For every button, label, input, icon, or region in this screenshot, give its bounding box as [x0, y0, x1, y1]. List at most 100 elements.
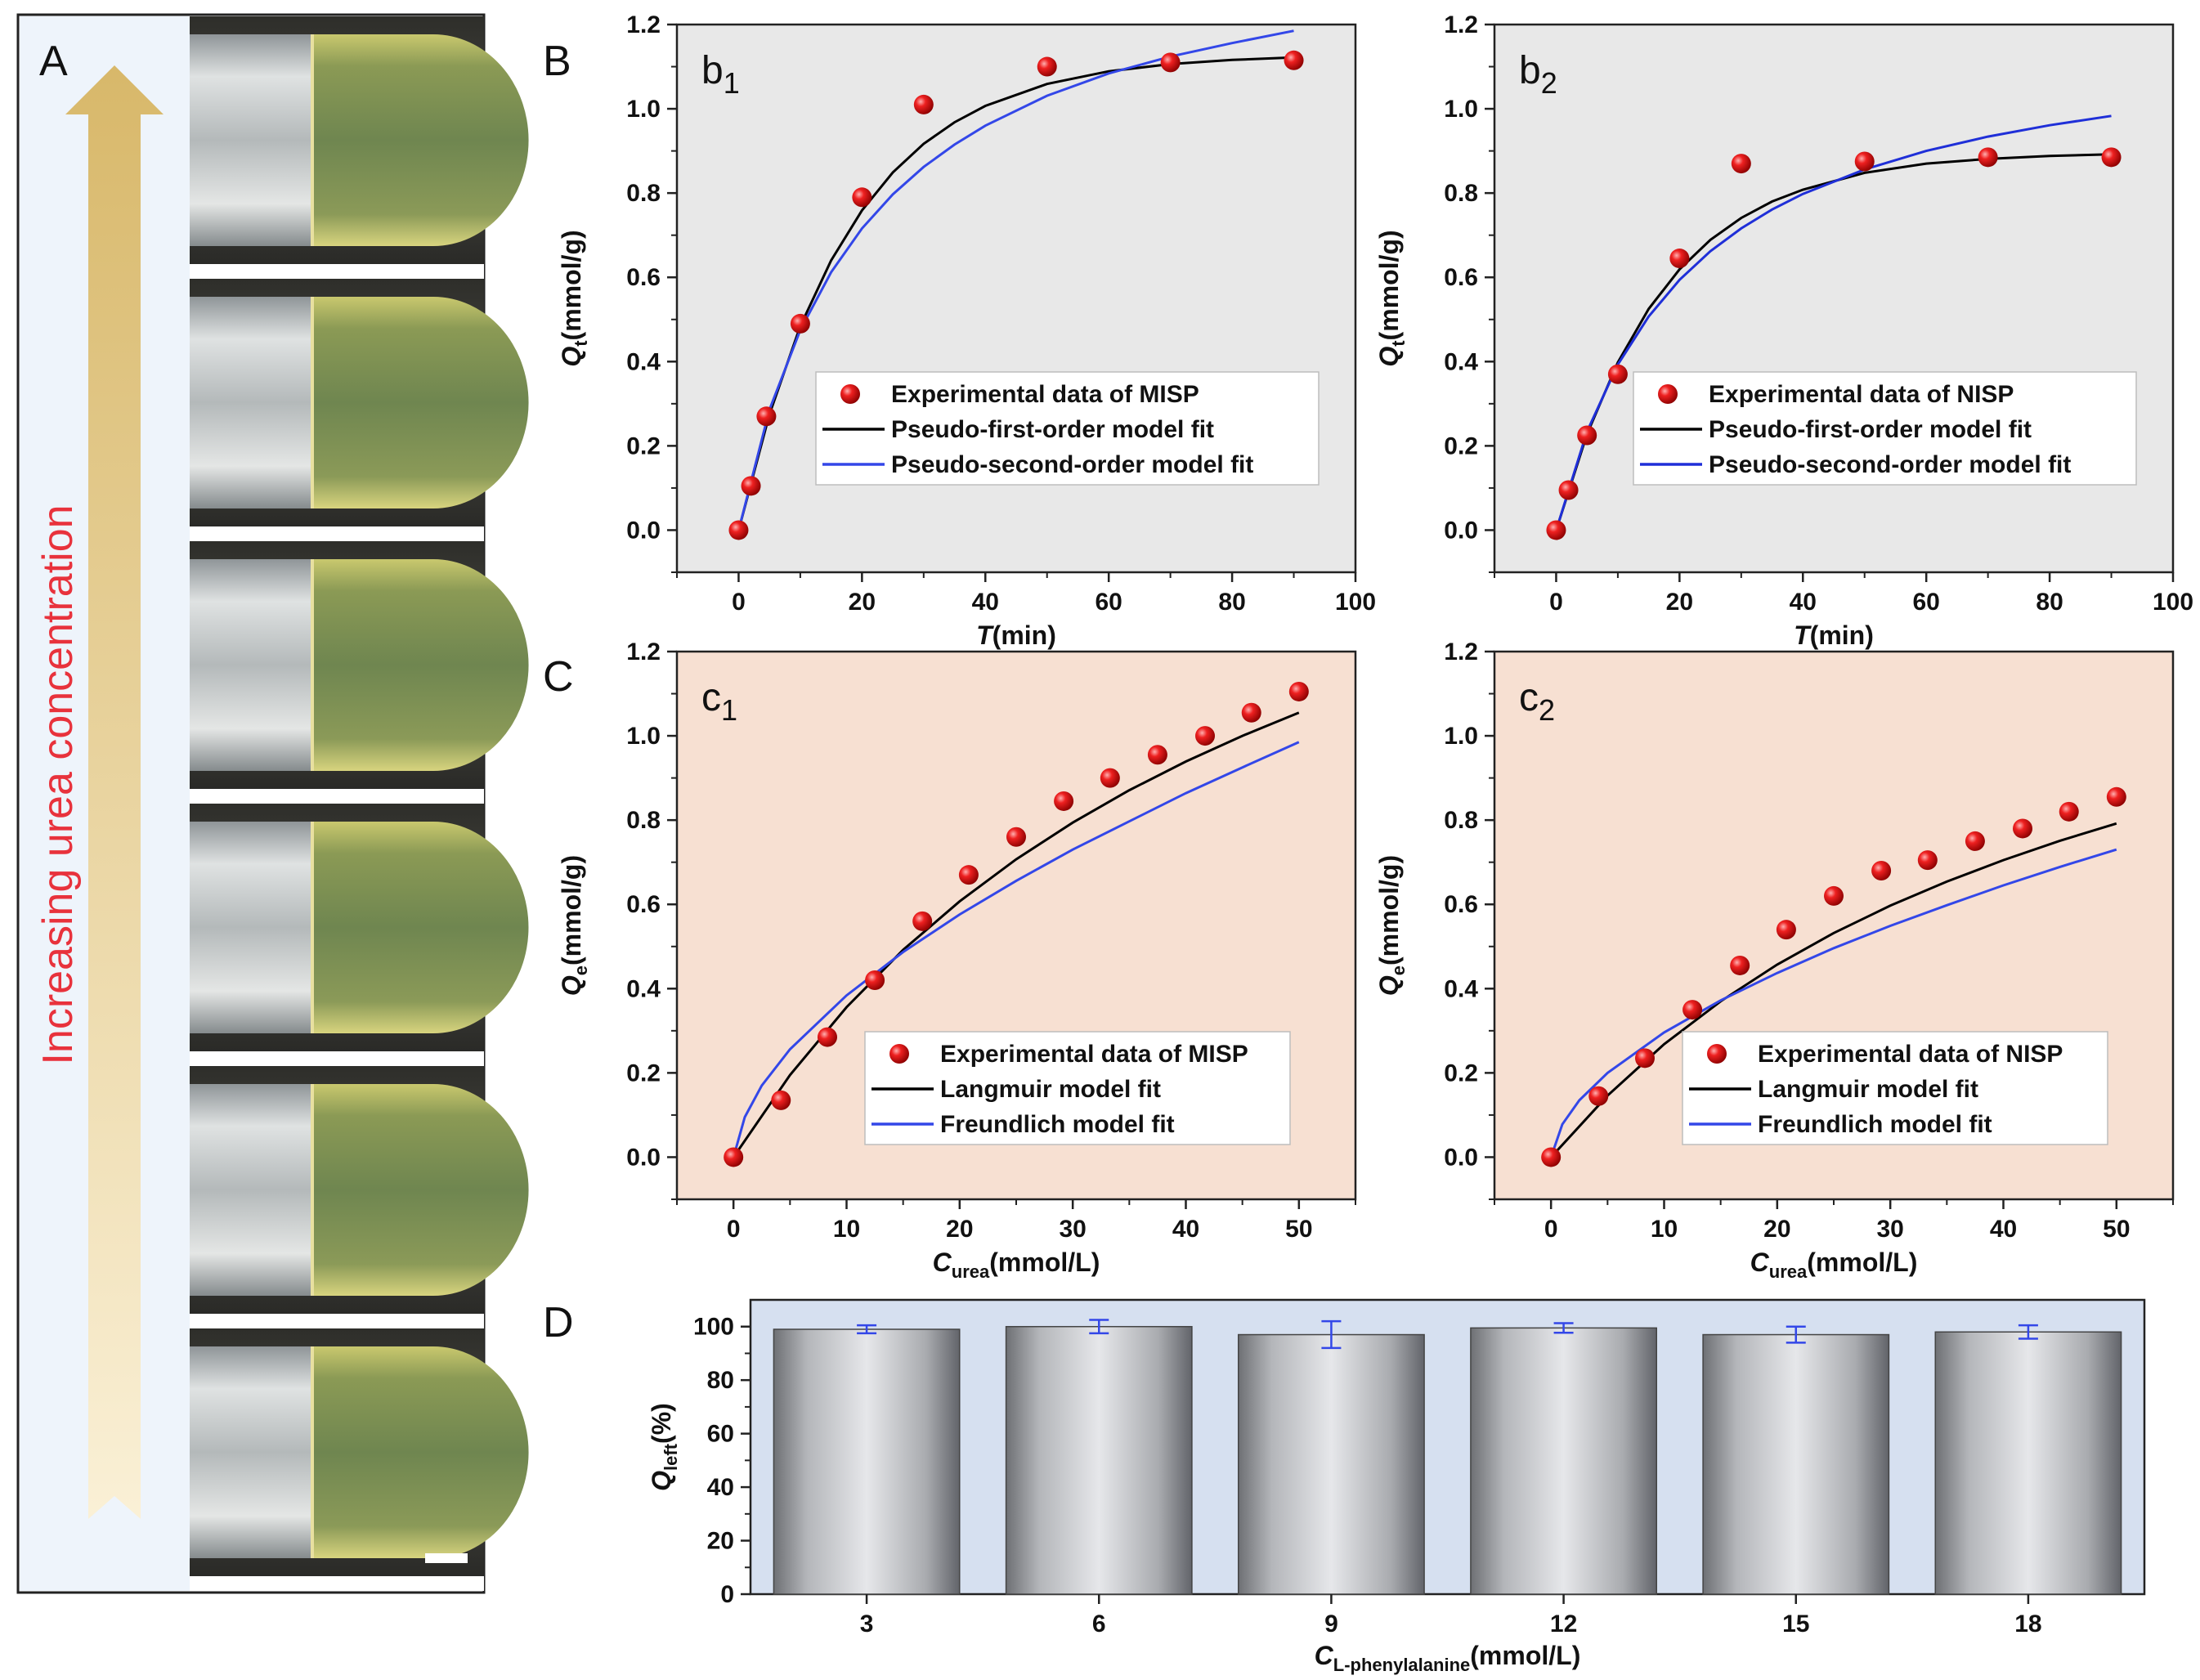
data-point	[790, 313, 810, 334]
data-point	[1854, 151, 1875, 172]
series-line-1	[737, 56, 1294, 531]
data-point	[852, 187, 872, 208]
y-tick-label: 0.0	[1444, 1144, 1478, 1171]
x-axis-label: Curea(mmol/L)	[933, 1248, 1100, 1282]
plot-area	[675, 23, 1357, 574]
tube-gel	[312, 822, 529, 1033]
y-tick-label: 0.8	[626, 180, 661, 207]
bar	[1702, 1333, 1890, 1595]
y-axis-label: Qleft(%)	[647, 1403, 681, 1491]
y-tick-label: 1.0	[626, 96, 661, 123]
x-tick-label: 30	[1059, 1216, 1086, 1243]
tube-photo	[190, 279, 529, 541]
legend-entry: Pseudo-first-order model fit	[1709, 416, 2032, 443]
series-line-2	[732, 741, 1300, 1158]
data-point	[1288, 681, 1309, 701]
panel-d-label: D	[543, 1299, 574, 1346]
x-tick-label: 30	[1876, 1216, 1903, 1243]
y-tick-label: 0.4	[1444, 348, 1478, 375]
panel-c-label: C	[543, 653, 574, 701]
x-tick-label: 0	[1544, 1216, 1558, 1243]
data-point	[817, 1027, 837, 1047]
data-point	[1160, 52, 1181, 73]
tube-photo-gap	[190, 264, 484, 279]
data-point	[958, 865, 979, 885]
tube-photo-gap	[190, 1051, 484, 1066]
x-tick-label: 60	[1912, 589, 1939, 616]
y-axis-label: Qe(mmol/g)	[1374, 855, 1409, 996]
x-tick-label: 100	[1335, 589, 1376, 616]
legend-marker	[889, 1044, 909, 1064]
x-tick-label: 80	[1218, 589, 1245, 616]
subpanel-label: c2	[1519, 676, 1555, 727]
y-tick-label: 1.0	[626, 723, 661, 750]
y-tick-label: 0.4	[626, 975, 661, 1002]
y-tick-label: 40	[707, 1474, 734, 1501]
data-point	[1147, 745, 1167, 765]
up-arrow-icon	[65, 65, 164, 1519]
data-point	[1588, 1086, 1609, 1106]
tube-photo	[190, 1328, 529, 1591]
photo-strip	[190, 16, 529, 1591]
y-tick-label: 60	[707, 1421, 734, 1448]
x-tick-label: 20	[946, 1216, 973, 1243]
y-tick-label: 20	[707, 1528, 734, 1555]
legend-entry: Freundlich model fit	[1758, 1111, 1992, 1138]
data-point	[1558, 480, 1579, 500]
y-tick-label: 0	[720, 1581, 734, 1608]
data-point	[1682, 1000, 1703, 1020]
legend-entry: Pseudo-second-order model fit	[891, 451, 1253, 478]
y-axis-label: Qt(mmol/g)	[1374, 230, 1409, 366]
data-point	[1669, 249, 1690, 269]
y-tick-label: 1.0	[1444, 723, 1478, 750]
x-tick-label: 50	[1285, 1216, 1312, 1243]
legend-entry: Pseudo-second-order model fit	[1709, 451, 2071, 478]
legend-marker	[1658, 384, 1678, 404]
legend-marker	[1707, 1044, 1727, 1064]
data-point	[1546, 520, 1566, 540]
x-axis-label: Curea(mmol/L)	[1750, 1248, 1918, 1282]
bar	[1005, 1325, 1193, 1595]
x-tick-label: 20	[1763, 1216, 1790, 1243]
y-tick-label: 0.2	[1444, 1060, 1478, 1086]
y-tick-label: 100	[693, 1314, 734, 1341]
tube-glass	[190, 1084, 312, 1296]
data-point	[1917, 850, 1938, 871]
y-tick-label: 0.8	[1444, 180, 1478, 207]
tube-photo-gap	[190, 526, 484, 541]
legend-entry: Langmuir model fit	[1758, 1076, 1978, 1103]
chart-b2: 0 20 40 60 80 100 0.0 0.2 0.4 0.6 0.8 1.0 1.2 T(min) Q…	[1374, 11, 2193, 650]
x-tick-label: 80	[2036, 589, 2063, 616]
y-tick-label: 0.6	[1444, 264, 1478, 291]
bar	[773, 1328, 961, 1595]
x-axis-label: CL-phenylalanine(mmol/L)	[1315, 1641, 1581, 1675]
y-tick-label: 0.8	[1444, 807, 1478, 834]
data-point	[756, 406, 777, 427]
y-tick-label: 1.0	[1444, 96, 1478, 123]
data-point	[1965, 831, 1985, 851]
data-point	[1824, 885, 1844, 906]
tube-photo	[190, 1066, 529, 1328]
subpanel-label: b2	[1519, 49, 1557, 100]
tube-gel	[312, 1084, 529, 1296]
y-tick-label: 80	[707, 1367, 734, 1394]
bar	[1470, 1327, 1657, 1595]
x-tick-label: 12	[1550, 1611, 1577, 1637]
data-point	[1871, 861, 1892, 880]
y-axis-label: Qt(mmol/g)	[557, 230, 591, 366]
x-tick-label: 10	[833, 1216, 860, 1243]
y-tick-label: 1.2	[626, 638, 661, 665]
series-line-2	[1549, 848, 2117, 1158]
data-point	[1634, 1048, 1655, 1068]
x-tick-label: 60	[1095, 589, 1122, 616]
plot-area	[1493, 23, 2175, 574]
x-axis-label: T(min)	[976, 620, 1056, 650]
x-tick-label: 40	[1790, 589, 1817, 616]
data-point	[913, 94, 934, 114]
data-point	[1776, 920, 1796, 940]
data-point	[2059, 801, 2079, 822]
chart-b1: 0 20 40 60 80 100 0.0 0.2 0.4 0.6 0.8 1.0 1.2 T(min) Q…	[557, 11, 1376, 650]
y-tick-label: 0.4	[626, 348, 661, 375]
data-point	[1607, 364, 1628, 384]
